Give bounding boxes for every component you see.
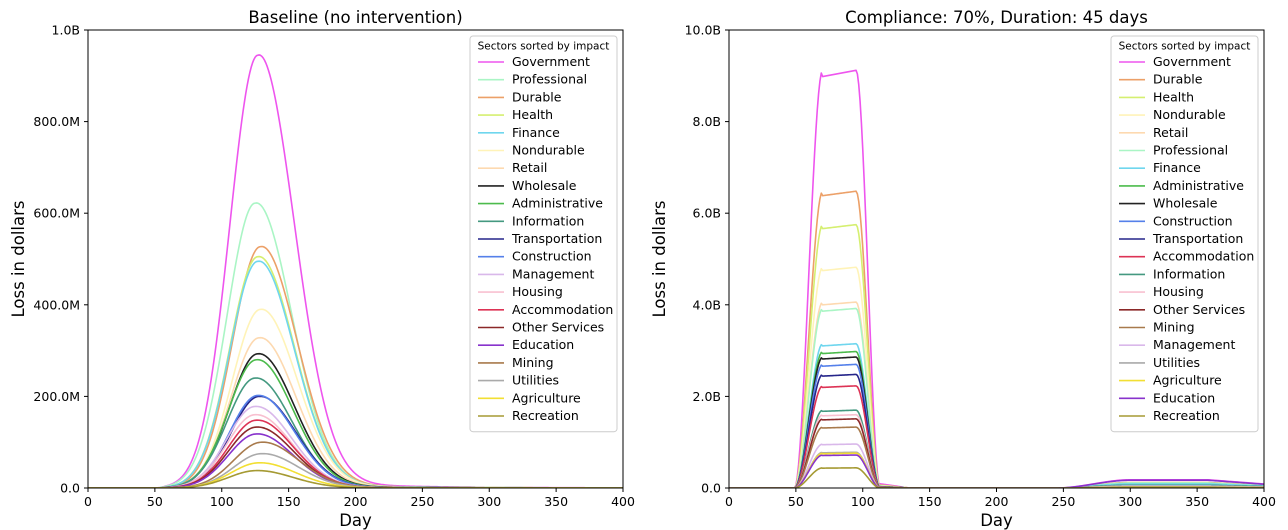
- legend-label-accommodation: Accommodation: [512, 302, 613, 317]
- x-tick-label: 250: [410, 494, 434, 509]
- legend-label-utilities: Utilities: [1153, 355, 1200, 370]
- x-tick-label: 350: [1185, 494, 1209, 509]
- y-tick-label: 0.0: [701, 481, 721, 496]
- legend-label-government: Government: [1153, 54, 1231, 69]
- legend-label-nondurable: Nondurable: [1153, 107, 1226, 122]
- series-line-education: [729, 454, 1264, 488]
- legend-label-professional: Professional: [1153, 143, 1228, 158]
- x-tick-label: 200: [985, 494, 1009, 509]
- x-tick-label: 300: [1118, 494, 1142, 509]
- legend-label-durable: Durable: [1153, 72, 1203, 87]
- chart-title: Compliance: 70%, Duration: 45 days: [845, 8, 1148, 27]
- x-tick-label: 400: [1252, 494, 1276, 509]
- legend-label-transportation: Transportation: [1152, 231, 1243, 246]
- legend-label-recreation: Recreation: [512, 408, 579, 423]
- x-tick-label: 400: [611, 494, 635, 509]
- x-tick-label: 0: [725, 494, 733, 509]
- x-tick-label: 350: [544, 494, 568, 509]
- series-line-finance: [729, 342, 1264, 488]
- y-tick-label: 8.0B: [693, 114, 721, 129]
- legend-label-administrative: Administrative: [1153, 178, 1244, 193]
- legend-label-management: Management: [1153, 337, 1235, 352]
- y-tick-label: 800.0M: [33, 114, 80, 129]
- series-line-information: [729, 409, 1264, 488]
- y-tick-label: 1.0B: [52, 23, 80, 38]
- legend-label-education: Education: [1153, 390, 1215, 405]
- y-tick-label: 600.0M: [33, 206, 80, 221]
- legend-label-government: Government: [512, 54, 590, 69]
- x-tick-label: 250: [1051, 494, 1075, 509]
- legend-label-construction: Construction: [1153, 213, 1233, 228]
- legend-label-information: Information: [1153, 266, 1225, 281]
- chart-panel-1: Baseline (no intervention) 0 50 100 150 200 25…: [9, 8, 635, 530]
- y-axis-label: Loss in dollars: [9, 201, 28, 318]
- legend-label-housing: Housing: [512, 284, 563, 299]
- x-axis-label: Day: [339, 511, 372, 530]
- legend-box: [469, 35, 618, 433]
- legend-label-durable: Durable: [512, 89, 562, 104]
- legend-label-accommodation: Accommodation: [1153, 249, 1254, 264]
- legend-label-wholesale: Wholesale: [1153, 196, 1218, 211]
- legend-label-transportation: Transportation: [511, 231, 602, 246]
- legend-label-health: Health: [512, 107, 553, 122]
- legend-label-mining: Mining: [512, 355, 554, 370]
- x-tick-label: 150: [277, 494, 301, 509]
- legend-label-mining: Mining: [1153, 320, 1195, 335]
- legend-label-other-services: Other Services: [512, 320, 604, 335]
- legend-label-education: Education: [512, 337, 574, 352]
- legend-label-wholesale: Wholesale: [512, 178, 577, 193]
- y-tick-label: 200.0M: [33, 389, 80, 404]
- x-tick-label: 200: [344, 494, 368, 509]
- y-axis-label: Loss in dollars: [650, 201, 669, 318]
- chart-panel-2: Compliance: 70%, Duration: 45 days 0 50 100…: [650, 8, 1276, 530]
- x-tick-label: 50: [788, 494, 804, 509]
- chart-title: Baseline (no intervention): [248, 8, 462, 27]
- legend-label-housing: Housing: [1153, 284, 1204, 299]
- legend-label-information: Information: [512, 213, 584, 228]
- series-line-recreation: [729, 467, 1264, 488]
- series-lines: [729, 69, 1264, 488]
- y-tick-label: 0.0: [60, 481, 80, 496]
- x-tick-label: 100: [210, 494, 234, 509]
- y-tick-label: 6.0B: [693, 206, 721, 221]
- legend-label-nondurable: Nondurable: [512, 143, 585, 158]
- series-line-management: [729, 443, 1264, 488]
- legend-label-other-services: Other Services: [1153, 302, 1245, 317]
- legend-label-construction: Construction: [512, 249, 592, 264]
- legend-label-administrative: Administrative: [512, 196, 603, 211]
- legend-label-agriculture: Agriculture: [512, 390, 581, 405]
- x-axis-label: Day: [980, 511, 1013, 530]
- x-tick-label: 0: [84, 494, 92, 509]
- legend-label-retail: Retail: [512, 160, 547, 175]
- legend-title: Sectors sorted by impact: [478, 41, 610, 53]
- legend-label-health: Health: [1153, 89, 1194, 104]
- legend-label-finance: Finance: [512, 125, 560, 140]
- series-line-professional: [729, 307, 1264, 488]
- legend-label-finance: Finance: [1153, 160, 1201, 175]
- x-tick-label: 100: [851, 494, 875, 509]
- legend-title: Sectors sorted by impact: [1119, 41, 1251, 53]
- legend-box: [1110, 35, 1259, 433]
- legend-label-utilities: Utilities: [512, 373, 559, 388]
- legend-label-retail: Retail: [1153, 125, 1188, 140]
- legend-label-professional: Professional: [512, 72, 587, 87]
- x-tick-label: 150: [918, 494, 942, 509]
- y-tick-label: 10.0B: [685, 23, 721, 38]
- legend-label-recreation: Recreation: [1153, 408, 1220, 423]
- y-tick-label: 2.0B: [693, 389, 721, 404]
- x-tick-label: 50: [147, 494, 163, 509]
- y-tick-label: 4.0B: [693, 297, 721, 312]
- legend-label-management: Management: [512, 266, 594, 281]
- legend-label-agriculture: Agriculture: [1153, 373, 1222, 388]
- x-tick-label: 300: [477, 494, 501, 509]
- y-tick-label: 400.0M: [33, 297, 80, 312]
